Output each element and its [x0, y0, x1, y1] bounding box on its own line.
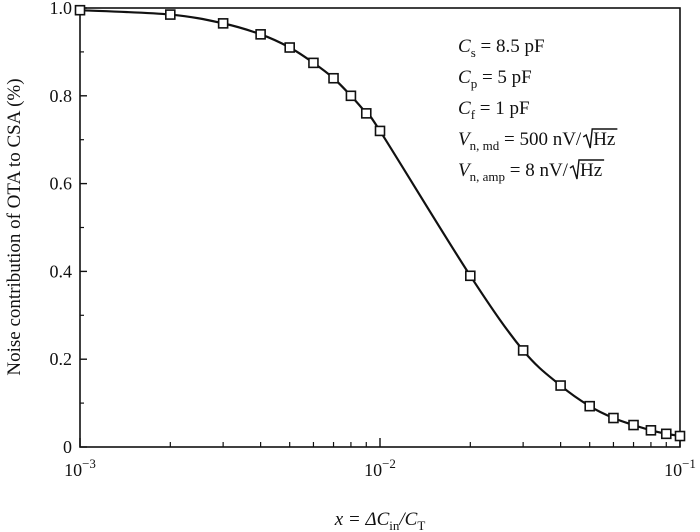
annotation-line: Vn, amp = 8 nV/Hz — [458, 159, 605, 184]
x-axis-label-sub2: T — [417, 518, 425, 532]
x-tick-label: 10−3 — [64, 456, 96, 480]
data-point — [217, 18, 229, 29]
annotation-line: Cs = 8.5 pF — [458, 36, 545, 60]
x-tick-base: 10 — [64, 460, 82, 480]
x-axis-label: x = ΔCin/CT — [334, 509, 426, 532]
data-point — [674, 430, 686, 442]
data-point — [255, 29, 266, 40]
series-markers — [74, 4, 686, 442]
data-point — [465, 270, 476, 282]
data-point — [660, 428, 672, 440]
annotation-text: Vn, md = 500 nV/ — [458, 129, 582, 153]
data-point — [584, 400, 595, 412]
annotation-line: Cp = 5 pF — [458, 67, 532, 91]
y-tick-label: 0 — [63, 437, 72, 457]
data-point — [284, 42, 295, 53]
y-tick-label: 0.6 — [50, 174, 73, 194]
annotation-subscript: s — [471, 45, 476, 60]
annotation-symbol: V — [458, 129, 472, 150]
annotation-text: Cs = 8.5 pF — [458, 36, 545, 60]
annotation-text: Vn, amp = 8 nV/ — [458, 160, 569, 184]
annotation-value: = 8 nV/ — [505, 160, 569, 181]
x-tick-base: 10 — [664, 460, 682, 480]
y-tick-label: 1.0 — [50, 0, 73, 18]
annotation-line: Vn, md = 500 nV/Hz — [458, 128, 618, 153]
annotation-text: Cp = 5 pF — [458, 67, 532, 91]
x-tick-exponent: −1 — [682, 456, 696, 471]
data-point — [608, 412, 619, 424]
annotation-symbol: V — [458, 160, 472, 181]
x-tick-base: 10 — [364, 460, 382, 480]
data-point — [517, 345, 529, 356]
annotation-symbol: C — [458, 36, 471, 57]
y-tick-label: 0.8 — [50, 86, 73, 106]
x-tick-exponent: −2 — [382, 456, 396, 471]
x-tick-exponent: −3 — [82, 456, 96, 471]
data-point — [165, 9, 176, 20]
data-point — [645, 425, 657, 436]
annotation-value: = 500 nV/ — [499, 129, 582, 150]
plot-frame — [79, 7, 681, 448]
data-point — [360, 108, 372, 119]
x-axis-label-base: x = ΔC — [334, 509, 390, 530]
x-tick-label: 10−1 — [664, 456, 696, 480]
annotation-line: Cf = 1 pF — [458, 98, 530, 122]
x-axis: 10−3 10−2 10−1 — [64, 438, 696, 480]
data-point — [328, 72, 339, 84]
annotation-text: Cf = 1 pF — [458, 98, 530, 122]
annotation-value: = 8.5 pF — [476, 36, 545, 57]
y-tick-label: 0.4 — [50, 261, 73, 281]
annotation-value: = 1 pF — [475, 98, 530, 119]
annotation-subscript: n, md — [470, 138, 500, 153]
x-axis-label-mid: /C — [398, 509, 417, 530]
annotation-subscript: n, amp — [470, 169, 505, 184]
annotation-subscript: p — [471, 76, 478, 91]
annotation-value: = 5 pF — [477, 67, 532, 88]
sqrt-symbol — [582, 128, 618, 149]
data-point — [345, 90, 357, 102]
sqrt-symbol — [569, 159, 605, 180]
x-tick-label: 10−2 — [364, 456, 396, 480]
data-point — [628, 419, 639, 431]
data-point — [555, 380, 566, 391]
data-point — [74, 4, 86, 16]
data-point — [308, 57, 319, 69]
annotation-subscript: f — [471, 107, 476, 122]
annotation-symbol: C — [458, 67, 471, 88]
y-axis-label: Noise contribution of OTA to CSA (%) — [4, 78, 25, 375]
annotation-symbol: C — [458, 98, 471, 119]
y-tick-label: 0.2 — [50, 349, 73, 369]
annotation-sqrt-text: Hz — [593, 129, 615, 150]
x-axis-label-sub1: in — [389, 518, 400, 532]
y-axis: 0 0.2 0.4 0.6 0.8 1.0 — [50, 0, 87, 457]
annotation-sqrt-text: Hz — [580, 160, 602, 181]
data-point — [374, 125, 386, 137]
series-line — [79, 9, 681, 438]
